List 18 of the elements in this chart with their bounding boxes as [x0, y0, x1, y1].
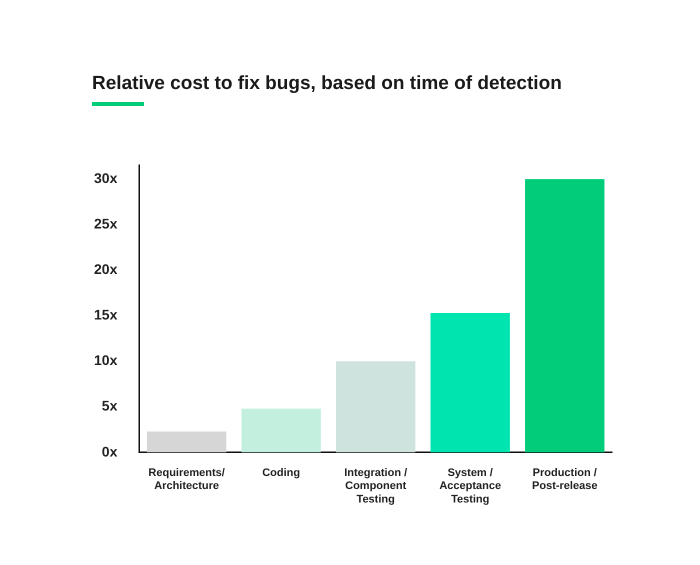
- x-tick-label: Requirements/ Architecture: [148, 467, 225, 492]
- bar: [525, 179, 604, 452]
- y-tick-label: 10x: [94, 352, 118, 368]
- bar: [146, 431, 226, 452]
- bar: [430, 313, 510, 452]
- y-tick-label: 25x: [94, 215, 118, 232]
- y-tick-label: 5x: [102, 398, 118, 414]
- x-tick-label: Production / Post-release: [532, 467, 598, 492]
- x-tick-label: Integration / Component Testing: [344, 467, 408, 506]
- y-tick-label: 30x: [94, 170, 118, 186]
- y-tick-label: 15x: [94, 306, 118, 323]
- chart-title: Relative cost to fix bugs, based on time of detection: [92, 73, 562, 95]
- y-tick-label: 0x: [102, 443, 118, 460]
- x-tick-label: System / Acceptance Testing: [439, 467, 502, 506]
- x-tick-label: Coding: [262, 467, 300, 480]
- y-tick-label: 20x: [94, 261, 118, 278]
- bar: [336, 361, 416, 452]
- bar: [241, 408, 321, 452]
